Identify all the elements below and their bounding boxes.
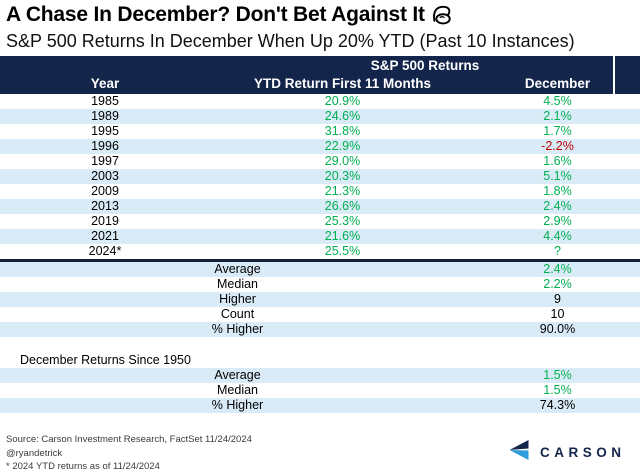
december-return-cell: 4.4% xyxy=(543,229,572,243)
ytd-return-cell: 22.9% xyxy=(324,139,361,153)
table-rows: 1985 20.9% 4.5% 1989 24.6% 2.1% 1995 31.8% 1.7% 1… xyxy=(0,94,640,259)
december-return-cell: 1.7% xyxy=(543,124,572,138)
footer: Source: Carson Investment Research, Fact… xyxy=(6,433,252,474)
carson-logo: CARSON xyxy=(506,438,626,467)
december-return-cell: 4.5% xyxy=(543,94,572,108)
stat-label: Median xyxy=(217,277,258,291)
december-return-cell: 5.1% xyxy=(543,169,572,183)
ytd-return-cell: 26.6% xyxy=(324,199,361,213)
stat-value: 1.5% xyxy=(543,368,572,382)
year-cell: 2021 xyxy=(91,229,119,243)
summary-row: Count 10 xyxy=(0,307,640,322)
column-header-ytd: YTD Return First 11 Months xyxy=(253,76,432,91)
flexed-biceps-icon xyxy=(431,4,456,26)
december-return-cell: 2.1% xyxy=(543,109,572,123)
table-row: 2021 21.6% 4.4% xyxy=(0,229,640,244)
since-1950-row: % Higher 74.3% xyxy=(0,398,640,413)
december-return-cell: 1.6% xyxy=(543,154,572,168)
december-return-cell: ? xyxy=(554,244,561,258)
chart-subtitle: S&P 500 Returns In December When Up 20% … xyxy=(6,31,575,51)
source-note: Source: Carson Investment Research, Fact… xyxy=(6,434,252,445)
december-return-cell: 1.8% xyxy=(543,184,572,198)
stat-label: Count xyxy=(220,307,255,321)
year-cell: 2024* xyxy=(88,244,122,258)
year-cell: 1985 xyxy=(91,94,119,108)
ytd-asof-note: * 2024 YTD returns as of 11/24/2024 xyxy=(6,461,160,472)
column-headers: Year YTD Return First 11 Months December xyxy=(0,75,640,94)
year-cell: 1997 xyxy=(91,154,119,168)
december-return-cell: 2.9% xyxy=(543,214,572,228)
author-handle: @ryandetrick xyxy=(6,447,63,459)
ytd-return-cell: 24.6% xyxy=(324,109,361,123)
year-cell: 2013 xyxy=(91,199,119,213)
table-row: 2009 21.3% 1.8% xyxy=(0,184,640,199)
header-column-separator xyxy=(613,56,615,94)
table-row: 1989 24.6% 2.1% xyxy=(0,109,640,124)
summary-rows: Average 2.4% Median 2.2% Higher 9 Count 10% Hig… xyxy=(0,262,640,337)
stat-value: 2.2% xyxy=(543,277,572,291)
stat-label: Average xyxy=(214,368,261,382)
ytd-return-cell: 25.3% xyxy=(324,214,361,228)
table-row: 1997 29.0% 1.6% xyxy=(0,154,640,169)
ytd-return-cell: 31.8% xyxy=(324,124,361,138)
ytd-return-cell: 21.3% xyxy=(324,184,361,198)
stat-label: Median xyxy=(217,383,258,397)
stat-value: 2.4% xyxy=(543,262,572,276)
ytd-return-cell: 29.0% xyxy=(324,154,361,168)
stat-value: 90.0% xyxy=(539,322,576,336)
ytd-return-cell: 20.3% xyxy=(324,169,361,183)
stat-value: 10 xyxy=(550,307,565,321)
page-title: A Chase In December? Don't Bet Against I… xyxy=(6,3,456,27)
summary-row: Average 2.4% xyxy=(0,262,640,277)
table-row: 1995 31.8% 1.7% xyxy=(0,124,640,139)
december-return-cell: -2.2% xyxy=(541,139,574,153)
table-row: 1985 20.9% 4.5% xyxy=(0,94,640,109)
ytd-return-cell: 20.9% xyxy=(324,94,361,108)
stat-label: Higher xyxy=(219,292,256,306)
title-text: A Chase In December? Don't Bet Against I… xyxy=(6,3,425,26)
carson-logo-icon xyxy=(506,438,531,467)
stat-value: 9 xyxy=(554,292,561,306)
table-row: 2024* 25.5%? xyxy=(0,244,640,259)
column-header-december: December xyxy=(524,76,591,91)
since-1950-row: Average 1.5% xyxy=(0,368,640,383)
carson-logo-text: CARSON xyxy=(540,445,626,460)
stat-value: 1.5% xyxy=(543,383,572,397)
table-row: 2019 25.3% 2.9% xyxy=(0,214,640,229)
stat-value: 74.3% xyxy=(539,398,576,412)
summary-row: Higher 9 xyxy=(0,292,640,307)
stat-label: % Higher xyxy=(211,322,264,336)
summary-row: Median 2.2% xyxy=(0,277,640,292)
since-1950-section-label: December Returns Since 1950 xyxy=(20,353,191,367)
year-cell: 1996 xyxy=(91,139,119,153)
since-1950-row: Median 1.5% xyxy=(0,383,640,398)
since-1950-rows: Average 1.5% Median 1.5% % Higher 74.3% xyxy=(0,368,640,413)
table-header-bar xyxy=(0,56,640,94)
summary-row: % Higher 90.0% xyxy=(0,322,640,337)
december-return-cell: 2.4% xyxy=(543,199,572,213)
table-row: 2003 20.3% 5.1% xyxy=(0,169,640,184)
group-header: S&P 500 Returns xyxy=(370,58,480,73)
summary-divider-line xyxy=(0,259,640,262)
stat-label: % Higher xyxy=(211,398,264,412)
year-cell: 1989 xyxy=(91,109,119,123)
table-row: 1996 22.9% -2.2% xyxy=(0,139,640,154)
stat-label: Average xyxy=(214,262,261,276)
column-header-year: Year xyxy=(90,76,120,91)
year-cell: 1995 xyxy=(91,124,119,138)
year-cell: 2009 xyxy=(91,184,119,198)
year-cell: 2019 xyxy=(91,214,119,228)
year-cell: 2003 xyxy=(91,169,119,183)
ytd-return-cell: 25.5% xyxy=(324,244,361,258)
table-row: 2013 26.6% 2.4% xyxy=(0,199,640,214)
ytd-return-cell: 21.6% xyxy=(324,229,361,243)
